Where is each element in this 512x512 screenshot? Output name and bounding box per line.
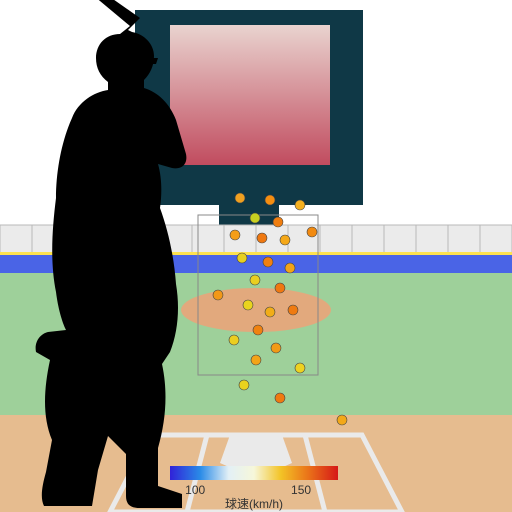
- pitch-point: [273, 217, 283, 227]
- pitch-point: [265, 195, 275, 205]
- pitch-point: [337, 415, 347, 425]
- pitch-point: [239, 380, 249, 390]
- pitch-point: [253, 325, 263, 335]
- pitch-point: [213, 290, 223, 300]
- scoreboard-screen: [170, 25, 330, 165]
- pitch-point: [280, 235, 290, 245]
- pitch-point: [251, 355, 261, 365]
- pitch-point: [271, 343, 281, 353]
- pitch-point: [257, 233, 267, 243]
- pitch-point: [285, 263, 295, 273]
- pitch-point: [295, 200, 305, 210]
- pitch-point: [230, 230, 240, 240]
- legend-gradient: [170, 466, 338, 480]
- pitch-point: [275, 393, 285, 403]
- pitch-point: [263, 257, 273, 267]
- pitch-point: [229, 335, 239, 345]
- pitch-point: [235, 193, 245, 203]
- pitch-point: [250, 213, 260, 223]
- legend-tick: 150: [291, 483, 311, 497]
- pitch-point: [250, 275, 260, 285]
- pitch-point: [265, 307, 275, 317]
- pitch-point: [295, 363, 305, 373]
- pitch-point: [237, 253, 247, 263]
- pitch-point: [307, 227, 317, 237]
- pitch-point: [275, 283, 285, 293]
- pitch-point: [288, 305, 298, 315]
- legend-axis-label: 球速(km/h): [225, 497, 283, 511]
- pitch-point: [243, 300, 253, 310]
- legend-tick: 100: [185, 483, 205, 497]
